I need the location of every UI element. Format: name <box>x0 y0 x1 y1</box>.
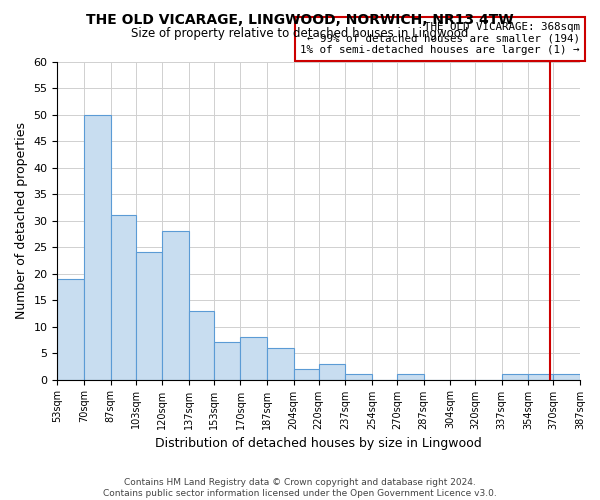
Text: Contains HM Land Registry data © Crown copyright and database right 2024.
Contai: Contains HM Land Registry data © Crown c… <box>103 478 497 498</box>
Bar <box>241 337 267 380</box>
Bar <box>58 279 84 380</box>
Bar <box>397 374 424 380</box>
Bar <box>162 231 189 380</box>
Text: Size of property relative to detached houses in Lingwood: Size of property relative to detached ho… <box>131 28 469 40</box>
X-axis label: Distribution of detached houses by size in Lingwood: Distribution of detached houses by size … <box>155 437 482 450</box>
Bar <box>553 374 580 380</box>
Bar <box>136 252 162 380</box>
Bar <box>529 374 553 380</box>
Bar <box>319 364 346 380</box>
Bar <box>110 215 136 380</box>
Bar <box>346 374 372 380</box>
Bar <box>502 374 529 380</box>
Bar <box>189 310 214 380</box>
Y-axis label: Number of detached properties: Number of detached properties <box>15 122 28 319</box>
Bar <box>84 114 110 380</box>
Bar <box>293 369 319 380</box>
Bar <box>214 342 241 380</box>
Text: THE OLD VICARAGE, LINGWOOD, NORWICH, NR13 4TW: THE OLD VICARAGE, LINGWOOD, NORWICH, NR1… <box>86 12 514 26</box>
Bar <box>267 348 293 380</box>
Text: THE OLD VICARAGE: 368sqm
← 99% of detached houses are smaller (194)
1% of semi-d: THE OLD VICARAGE: 368sqm ← 99% of detach… <box>301 22 580 55</box>
